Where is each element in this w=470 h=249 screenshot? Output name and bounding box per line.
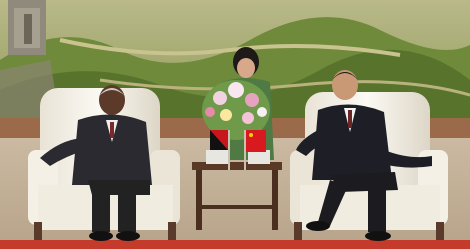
photo: [0, 0, 470, 249]
body: [0, 0, 470, 249]
page: Meeting photo {} html, body { margin: 0;…: [0, 0, 470, 249]
carpet: [0, 240, 470, 249]
